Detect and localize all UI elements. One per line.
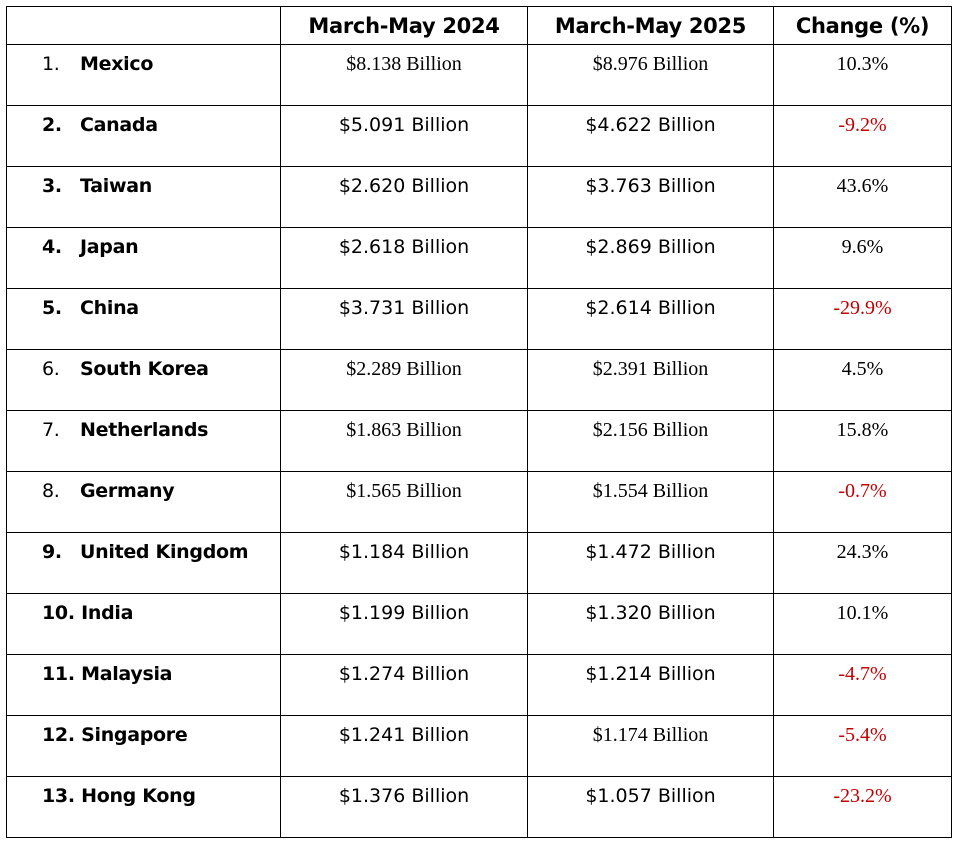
value-2025: $2.391 Billion bbox=[527, 349, 774, 411]
rank-number: 7. bbox=[42, 419, 60, 441]
value-2024: $2.289 Billion bbox=[280, 349, 528, 411]
table-row: 6. South Korea $2.289 Billion $2.391 Billio… bbox=[6, 349, 952, 411]
rank-number: 2. bbox=[42, 114, 62, 136]
country-cell: 13. Hong Kong bbox=[6, 776, 281, 838]
rank-number: 8. bbox=[42, 480, 60, 502]
rank-number: 4. bbox=[42, 236, 62, 258]
country-name: Hong Kong bbox=[81, 785, 196, 807]
country-name: Singapore bbox=[81, 724, 188, 746]
value-2024: $1.376 Billion bbox=[280, 776, 528, 838]
value-2025: $4.622 Billion bbox=[527, 105, 774, 167]
rank-number: 9. bbox=[42, 541, 62, 563]
rank-number: 6. bbox=[42, 358, 60, 380]
value-2025: $1.057 Billion bbox=[527, 776, 774, 838]
value-2025: $1.554 Billion bbox=[527, 471, 774, 533]
country-cell: 12. Singapore bbox=[6, 715, 281, 777]
country-name: Canada bbox=[80, 114, 158, 136]
change-percent: -4.7% bbox=[773, 654, 952, 716]
table-row: 13. Hong Kong $1.376 Billion $1.057 Billio… bbox=[6, 776, 952, 838]
table-row: 2. Canada $5.091 Billion $4.622 Billion -9.2… bbox=[6, 105, 952, 167]
rank-number: 10. bbox=[42, 602, 75, 624]
table-row: 1. Mexico $8.138 Billion $8.976 Billion 10.3… bbox=[6, 44, 952, 106]
value-2024: $1.184 Billion bbox=[280, 532, 528, 594]
value-2025: $1.174 Billion bbox=[527, 715, 774, 777]
table-row: 7. Netherlands $1.863 Billion $2.156 Billio… bbox=[6, 410, 952, 472]
country-cell: 7. Netherlands bbox=[6, 410, 281, 472]
rank-number: 13. bbox=[42, 785, 75, 807]
country-name: Netherlands bbox=[80, 419, 209, 441]
value-2025: $3.763 Billion bbox=[527, 166, 774, 228]
change-percent: 15.8% bbox=[773, 410, 952, 472]
country-name: India bbox=[81, 602, 134, 624]
country-name: Malaysia bbox=[81, 663, 173, 685]
value-2024: $1.241 Billion bbox=[280, 715, 528, 777]
table-row: 4. Japan $2.618 Billion $2.869 Billion 9.6% bbox=[6, 227, 952, 289]
table-row: 8. Germany $1.565 Billion $1.554 Billion -0.… bbox=[6, 471, 952, 533]
change-percent: 9.6% bbox=[773, 227, 952, 289]
value-2024: $5.091 Billion bbox=[280, 105, 528, 167]
change-percent: -0.7% bbox=[773, 471, 952, 533]
value-2024: $1.199 Billion bbox=[280, 593, 528, 655]
country-name: Germany bbox=[80, 480, 175, 502]
change-percent: 10.3% bbox=[773, 44, 952, 106]
rank-number: 11. bbox=[42, 663, 75, 685]
country-cell: 5. China bbox=[6, 288, 281, 350]
table-row: 10. India $1.199 Billion $1.320 Billion 10.… bbox=[6, 593, 952, 655]
header-2024: March-May 2024 bbox=[280, 6, 528, 45]
country-name: Japan bbox=[80, 236, 139, 258]
rank-number: 5. bbox=[42, 297, 62, 319]
header-country bbox=[6, 6, 281, 45]
change-percent: -9.2% bbox=[773, 105, 952, 167]
change-percent: 4.5% bbox=[773, 349, 952, 411]
table-row: 11. Malaysia $1.274 Billion $1.214 Billion… bbox=[6, 654, 952, 716]
change-percent: -5.4% bbox=[773, 715, 952, 777]
country-name: Taiwan bbox=[80, 175, 152, 197]
change-percent: 43.6% bbox=[773, 166, 952, 228]
change-percent: 24.3% bbox=[773, 532, 952, 594]
country-cell: 10. India bbox=[6, 593, 281, 655]
value-2024: $1.863 Billion bbox=[280, 410, 528, 472]
country-name: United Kingdom bbox=[80, 541, 249, 563]
value-2024: $2.618 Billion bbox=[280, 227, 528, 289]
country-name: Mexico bbox=[80, 53, 154, 75]
value-2025: $1.214 Billion bbox=[527, 654, 774, 716]
value-2024: $1.274 Billion bbox=[280, 654, 528, 716]
country-cell: 11. Malaysia bbox=[6, 654, 281, 716]
value-2025: $1.472 Billion bbox=[527, 532, 774, 594]
country-cell: 3. Taiwan bbox=[6, 166, 281, 228]
value-2025: $2.614 Billion bbox=[527, 288, 774, 350]
table-row: 3. Taiwan $2.620 Billion $3.763 Billion 43.6… bbox=[6, 166, 952, 228]
header-2025: March-May 2025 bbox=[527, 6, 774, 45]
table-row: 9. United Kingdom $1.184 Billion $1.472 Bil… bbox=[6, 532, 952, 594]
rank-number: 1. bbox=[42, 53, 60, 75]
header-change: Change (%) bbox=[773, 6, 952, 45]
country-name: South Korea bbox=[80, 358, 209, 380]
value-2025: $2.869 Billion bbox=[527, 227, 774, 289]
value-2025: $1.320 Billion bbox=[527, 593, 774, 655]
country-cell: 6. South Korea bbox=[6, 349, 281, 411]
header-row: March-May 2024 March-May 2025 Change (%) bbox=[6, 6, 952, 45]
country-cell: 2. Canada bbox=[6, 105, 281, 167]
country-cell: 1. Mexico bbox=[6, 44, 281, 106]
value-2025: $8.976 Billion bbox=[527, 44, 774, 106]
change-percent: -29.9% bbox=[773, 288, 952, 350]
table-row: 5. China $3.731 Billion $2.614 Billion -29.9… bbox=[6, 288, 952, 350]
value-2025: $2.156 Billion bbox=[527, 410, 774, 472]
value-2024: $8.138 Billion bbox=[280, 44, 528, 106]
value-2024: $1.565 Billion bbox=[280, 471, 528, 533]
rank-number: 3. bbox=[42, 175, 62, 197]
rank-number: 12. bbox=[42, 724, 75, 746]
country-cell: 4. Japan bbox=[6, 227, 281, 289]
country-name: China bbox=[80, 297, 139, 319]
country-cell: 9. United Kingdom bbox=[6, 532, 281, 594]
value-2024: $3.731 Billion bbox=[280, 288, 528, 350]
change-percent: -23.2% bbox=[773, 776, 952, 838]
country-cell: 8. Germany bbox=[6, 471, 281, 533]
trade-table: March-May 2024 March-May 2025 Change (%)… bbox=[6, 6, 952, 838]
value-2024: $2.620 Billion bbox=[280, 166, 528, 228]
change-percent: 10.1% bbox=[773, 593, 952, 655]
table-row: 12. Singapore $1.241 Billion $1.174 Billio… bbox=[6, 715, 952, 777]
